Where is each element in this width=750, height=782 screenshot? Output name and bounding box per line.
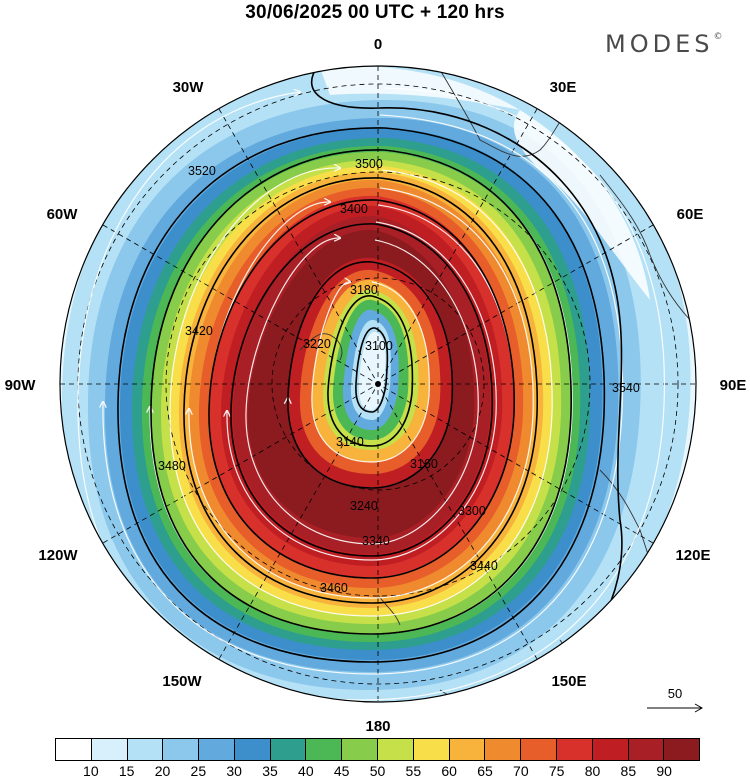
colorbar-tick-label: 55 [405, 763, 422, 779]
colorbar-tick-label: 90 [656, 763, 672, 779]
colorbar-swatch [91, 739, 128, 760]
longitude-label: 30W [173, 79, 205, 96]
colorbar-tick-label: 10 [83, 763, 99, 779]
contour-label: 3420 [185, 324, 213, 338]
reference-vector: 50 [645, 686, 705, 720]
modes-brand-logo: MODES© [605, 30, 722, 58]
colorbar-swatch [163, 739, 200, 760]
longitude-label: 0 [374, 36, 382, 53]
colorbar-swatch [378, 739, 414, 760]
longitude-label: 60E [677, 206, 704, 223]
colorbar-swatch [664, 739, 700, 760]
contour-label: 3520 [188, 164, 216, 178]
longitude-label: 120W [38, 547, 78, 564]
polar-map: 3100 3140 3160 3180 3220 3240 3300 3340 … [5, 36, 747, 735]
contour-label: 3160 [410, 457, 438, 471]
colorbar-swatch [556, 739, 593, 760]
reference-arrow-icon [647, 703, 704, 713]
colorbar-tick-label: 20 [154, 763, 171, 779]
contour-label: 3300 [458, 504, 486, 518]
colorbar-swatch [521, 739, 557, 760]
longitude-label: 150E [551, 673, 586, 690]
colorbar-ticks: 10 15 20 25 30 35 40 45 50 55 60 65 70 75 80 85 90 [55, 761, 700, 781]
longitude-label: 60W [47, 206, 79, 223]
colorbar-swatch [306, 739, 343, 760]
contour-label: 3100 [365, 339, 393, 353]
longitude-label: 150W [162, 673, 202, 690]
colorbar-swatch [449, 739, 486, 760]
colorbar [55, 738, 700, 761]
colorbar-tick-label: 25 [190, 763, 207, 779]
colorbar-tick-label: 85 [620, 763, 637, 779]
pole-marker [375, 381, 381, 387]
contour-label: 3340 [362, 534, 390, 548]
colorbar-swatch [199, 739, 235, 760]
colorbar-tick-label: 45 [333, 763, 350, 779]
colorbar-swatch [234, 739, 271, 760]
colorbar-swatch [270, 739, 307, 760]
longitude-label: 90W [5, 377, 37, 394]
height-contours [117, 66, 623, 691]
colorbar-legend: 10 15 20 25 30 35 40 45 50 55 60 65 70 75 80 85 90 [55, 738, 700, 781]
reference-vector-value: 50 [667, 686, 683, 701]
brand-text: MODES [605, 30, 714, 58]
longitude-label: 30E [550, 79, 577, 96]
contour-label: 3500 [355, 157, 383, 171]
colorbar-tick-label: 60 [441, 763, 457, 779]
contour-label: 3540 [612, 381, 640, 395]
longitude-label: 120E [675, 547, 710, 564]
colorbar-tick-label: 35 [262, 763, 278, 779]
contour-label: 3480 [158, 459, 186, 473]
contour-label-group: 3100 3140 3160 3180 3220 3240 3300 3340 … [158, 157, 640, 595]
contour-label: 3240 [350, 499, 378, 513]
colorbar-tick-label: 70 [513, 763, 529, 779]
colorbar-tick-label: 65 [477, 763, 493, 779]
longitude-label-group: 0 30E 60E 90E 120E 150E 180 150W 120W 90… [5, 36, 747, 735]
colorbar-tick-label: 50 [369, 763, 386, 779]
colorbar-swatch [56, 739, 92, 760]
colorbar-tick-label: 80 [584, 763, 601, 779]
contour-label: 3460 [320, 581, 348, 595]
colorbar-swatch [628, 739, 665, 760]
colorbar-swatch [413, 739, 450, 760]
colorbar-tick-label: 75 [548, 763, 565, 779]
colorbar-swatch [592, 739, 629, 760]
longitude-label: 90E [720, 377, 747, 394]
map-boundary [59, 65, 697, 703]
contour-label: 3180 [350, 283, 378, 297]
colorbar-swatch [485, 739, 522, 760]
longitude-label: 180 [365, 718, 390, 735]
contour-label: 3220 [303, 337, 331, 351]
contour-label: 3400 [340, 202, 368, 216]
map-title: 30/06/2025 00 UTC + 120 hrs [245, 2, 505, 23]
colorbar-tick-label: 40 [298, 763, 314, 779]
weak-wind-region [513, 110, 650, 300]
colorbar-tick-label: 30 [226, 763, 242, 779]
contour-label: 3140 [336, 435, 364, 449]
contour-label: 3440 [470, 559, 498, 573]
colorbar-tick-label: 15 [118, 763, 135, 779]
copyright-mark: © [713, 32, 723, 42]
colorbar-swatch [127, 739, 164, 760]
colorbar-swatch [342, 739, 379, 760]
